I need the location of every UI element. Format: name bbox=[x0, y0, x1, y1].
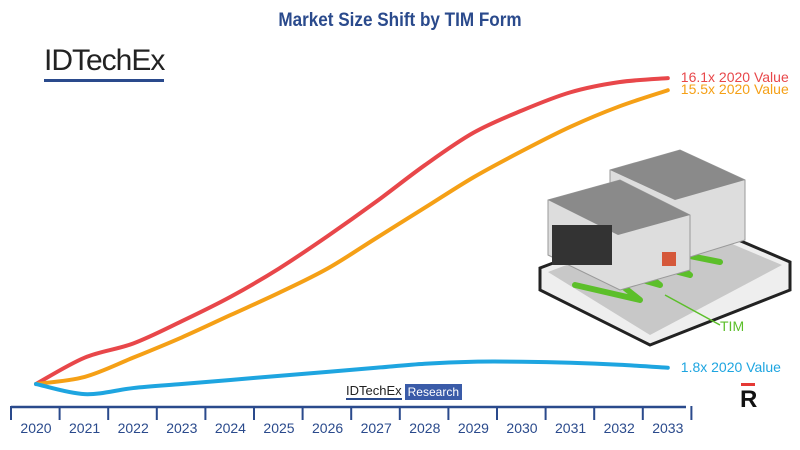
x-tick-label: 2025 bbox=[263, 420, 294, 436]
chart-title: Market Size Shift by TIM Form bbox=[278, 10, 522, 31]
x-tick-label: 2033 bbox=[652, 420, 683, 436]
x-tick-label: 2021 bbox=[69, 420, 100, 436]
idtechex-logo: IDTechEx bbox=[44, 45, 165, 82]
series-line-1 bbox=[34, 88, 670, 386]
x-tick-label: 2023 bbox=[166, 420, 197, 436]
x-tick-label: 2030 bbox=[506, 420, 537, 436]
x-tick-label: 2028 bbox=[409, 420, 440, 436]
series-line-2 bbox=[34, 359, 670, 397]
idtechex-research-watermark: IDTechEx Research bbox=[346, 383, 462, 400]
watermark-brand: IDTechEx bbox=[346, 383, 402, 400]
series-end-label: 15.5x 2020 Value bbox=[680, 81, 789, 98]
x-tick-label: 2024 bbox=[215, 420, 246, 436]
x-tick-label: 2031 bbox=[555, 420, 586, 436]
x-tick-label: 2027 bbox=[361, 420, 392, 436]
x-tick-label: 2026 bbox=[312, 420, 343, 436]
x-tick-label: 2029 bbox=[458, 420, 489, 436]
series-end-label: 16.1x 2020 Value bbox=[680, 69, 789, 86]
series-line-0 bbox=[34, 76, 670, 386]
x-tick-label: 2020 bbox=[20, 420, 51, 436]
x-tick-label: 2032 bbox=[604, 420, 635, 436]
series-end-label: 1.8x 2020 Value bbox=[680, 358, 781, 375]
tim-label: TIM bbox=[720, 318, 745, 334]
corner-logo: R bbox=[740, 383, 758, 413]
watermark-research: Research bbox=[404, 383, 462, 400]
tim-illustration bbox=[538, 149, 792, 347]
x-tick-label: 2022 bbox=[118, 420, 149, 436]
